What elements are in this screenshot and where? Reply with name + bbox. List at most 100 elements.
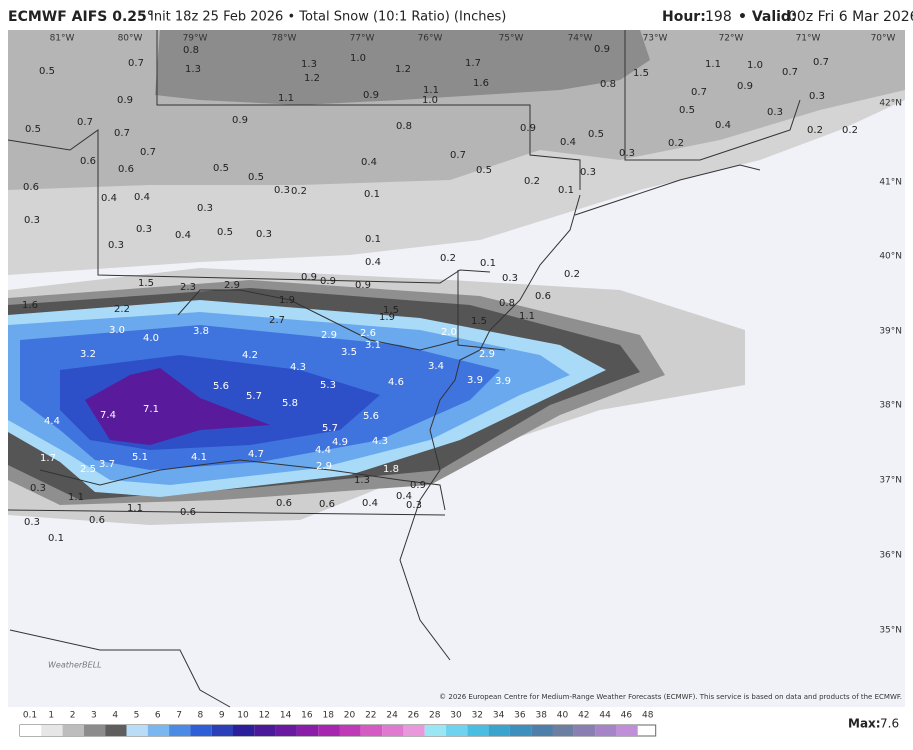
- snow-value: 0.3: [24, 517, 40, 528]
- colorbar-label: 0.1: [23, 711, 37, 721]
- hour-label: Hour:: [662, 9, 706, 25]
- snow-value: 7.4: [100, 410, 116, 421]
- snow-value: 5.6: [363, 411, 379, 422]
- snow-value: 3.8: [193, 326, 209, 337]
- snow-value: 3.5: [341, 347, 357, 358]
- colorbar-label: 3: [91, 711, 97, 721]
- lon-label: 70°W: [871, 34, 896, 44]
- snow-value: 0.9: [301, 272, 317, 283]
- snow-value: 1.8: [383, 464, 399, 475]
- snow-value: 0.4: [175, 230, 191, 241]
- snow-value: 0.9: [320, 276, 336, 287]
- snow-value: 0.6: [80, 156, 96, 167]
- valid-label: • Valid:: [738, 9, 797, 25]
- snow-value: 0.1: [480, 258, 496, 269]
- snow-value: 0.7: [691, 87, 707, 98]
- snow-value: 0.5: [217, 227, 233, 238]
- colorbar-label: 44: [599, 711, 611, 721]
- snow-value: 2.0: [441, 327, 457, 338]
- colorbar-label: 20: [344, 711, 356, 721]
- colorbar-swatch: [147, 725, 170, 736]
- lat-label: 35°N: [879, 626, 902, 636]
- snow-value: 4.7: [248, 449, 264, 460]
- snow-value: 1.9: [279, 295, 295, 306]
- colorbar-label: 12: [259, 711, 270, 721]
- snow-value: 1.5: [138, 278, 154, 289]
- colorbar-swatch: [126, 725, 148, 736]
- snow-value: 0.8: [499, 298, 515, 309]
- valid-value: 00z Fri 6 Mar 2026: [788, 9, 913, 25]
- colorbar: 0.1 1 2 3 4 5 6 7 8 9 10 12 14 16 18 20 22 24 26 28 30 32 34 36…: [19, 711, 657, 737]
- colorbar-label: 24: [386, 711, 398, 721]
- snow-value: 0.1: [558, 185, 574, 196]
- snow-value: 0.7: [140, 147, 156, 158]
- colorbar-label: 9: [219, 711, 225, 721]
- snow-value: 0.6: [89, 515, 105, 526]
- lon-label: 73°W: [643, 34, 668, 44]
- colorbar-swatch: [509, 725, 532, 736]
- colorbar-swatch: [105, 725, 127, 736]
- colorbar-swatch: [488, 725, 510, 736]
- colorbar-swatch: [83, 725, 106, 736]
- snow-value: 0.9: [520, 123, 536, 134]
- state-line: [457, 270, 506, 351]
- colorbar-label: 46: [621, 711, 633, 721]
- snow-value: 0.8: [396, 121, 412, 132]
- snow-value: 0.9: [232, 115, 248, 126]
- snow-value: 1.1: [423, 85, 439, 96]
- snow-value: 0.7: [77, 117, 93, 128]
- snow-value: 4.4: [315, 445, 331, 456]
- colorbar-swatch: [318, 725, 340, 736]
- snow-value: 0.6: [23, 182, 39, 193]
- lat-label: 41°N: [879, 178, 902, 188]
- snow-value: 0.3: [502, 273, 518, 284]
- snow-value: 0.9: [410, 480, 426, 491]
- lon-label: 72°W: [719, 34, 744, 44]
- snow-value: 7.1: [143, 404, 159, 415]
- snow-value: 0.4: [715, 120, 731, 131]
- colorbar-swatch: [595, 725, 617, 736]
- snow-value: 0.8: [600, 79, 616, 90]
- snow-value: 0.4: [362, 498, 378, 509]
- lat-label: 38°N: [879, 401, 902, 411]
- max-label: Max:: [848, 717, 881, 731]
- snow-value: 0.4: [101, 193, 117, 204]
- state-line: [9, 629, 231, 708]
- coastline: [574, 164, 761, 216]
- snow-value: 2.9: [316, 461, 332, 472]
- lon-label: 81°W: [50, 34, 75, 44]
- colorbar-swatch: [169, 725, 191, 736]
- snow-value: 2.9: [321, 330, 337, 341]
- snow-value: 4.1: [191, 452, 207, 463]
- snow-value: 2.9: [479, 349, 495, 360]
- snow-value: 1.9: [379, 312, 395, 323]
- snow-value: 0.5: [588, 129, 604, 140]
- colorbar-swatch: [275, 725, 297, 736]
- lat-label: 42°N: [879, 99, 902, 109]
- lat-label: 40°N: [879, 252, 902, 262]
- snow-value: 0.9: [117, 95, 133, 106]
- snow-value: 0.2: [524, 176, 540, 187]
- colorbar-label: 40: [557, 711, 569, 721]
- snow-value: 3.9: [495, 376, 511, 387]
- snow-value: 0.9: [594, 44, 610, 55]
- snow-value: 0.2: [440, 253, 456, 264]
- state-line: [624, 30, 801, 161]
- snow-value: 0.7: [813, 57, 829, 68]
- snow-value: 0.3: [30, 483, 46, 494]
- snow-value: 0.2: [564, 269, 580, 280]
- snow-value: 3.2: [80, 349, 96, 360]
- lon-label: 76°W: [418, 34, 443, 44]
- snow-value: 0.7: [114, 128, 130, 139]
- snow-value: 0.6: [276, 498, 292, 509]
- snow-value: 0.3: [406, 500, 422, 511]
- snow-values: 0.50.70.81.3 1.31.21.01.21.71.60.91.51.1 1…: [22, 44, 858, 544]
- snow-value: 0.5: [476, 165, 492, 176]
- snow-value: 1.5: [383, 305, 399, 316]
- snow-value: 0.4: [560, 137, 576, 148]
- colorbar-label: 4: [112, 711, 118, 721]
- snow-value: 1.0: [350, 53, 366, 64]
- snow-value: 1.1: [278, 93, 294, 104]
- colorbar-swatch: [190, 725, 212, 736]
- snow-value: 4.4: [44, 416, 60, 427]
